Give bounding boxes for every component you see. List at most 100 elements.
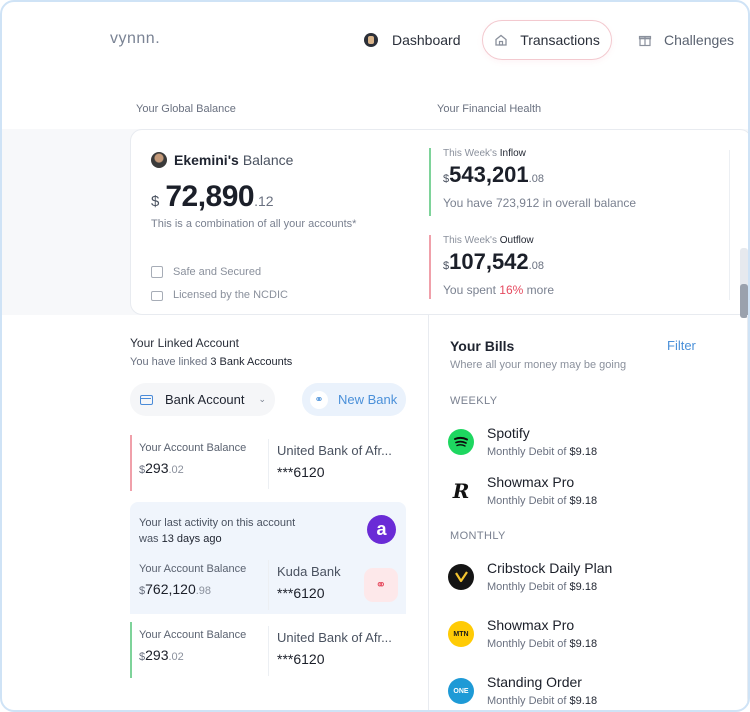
bill-sub: Monthly Debit of $9.18: [487, 446, 598, 458]
licensed-label: Licensed by the NCDIC: [173, 288, 288, 301]
inflow-label: This Week's Inflow: [443, 148, 526, 159]
bill-name: Standing Order: [487, 674, 582, 690]
brand-logo[interactable]: vynnn.: [110, 30, 161, 47]
linked-account-title: Your Linked Account: [130, 336, 239, 350]
outflow-amount: $107,542.08: [443, 249, 544, 274]
financial-health-heading: Your Financial Health: [437, 103, 542, 115]
account-number: ***6120: [277, 464, 325, 480]
bank-name: Kuda Bank: [277, 564, 341, 579]
divider: [268, 439, 269, 489]
bank-logo-icon: a: [367, 515, 396, 544]
bill-name: Spotify: [487, 425, 530, 441]
bill-item[interactable]: R Showmax Pro Monthly Debit of $9.18: [448, 474, 698, 514]
account-balance-label: Your Account Balance: [139, 563, 247, 575]
new-bank-button[interactable]: ⚭ New Bank: [302, 383, 406, 416]
outflow-block: This Week's Outflow $107,542.08 You spen…: [429, 235, 719, 305]
bank-name: United Bank of Afr...: [277, 443, 392, 458]
column-divider: [428, 315, 429, 710]
avatar: [151, 152, 167, 168]
lock-icon: [151, 291, 163, 301]
outflow-sub: You spent 16% more: [443, 283, 555, 297]
account-number: ***6120: [277, 585, 325, 601]
inflow-sub: You have 723,912 in overall balance: [443, 196, 637, 210]
gift-icon: [638, 35, 652, 47]
inflow-block: This Week's Inflow $543,201.08 You have …: [429, 148, 719, 218]
linked-account-sub: You have linked 3 Bank Accounts: [130, 356, 293, 368]
bank-account-select[interactable]: Bank Account ⌄: [130, 383, 275, 416]
global-balance-amount: $ 72,890 .12: [151, 180, 274, 214]
bill-name: Cribstock Daily Plan: [487, 560, 613, 576]
nav-transactions-label: Transactions: [520, 32, 600, 48]
cribstock-icon: [448, 564, 474, 590]
bills-subtitle: Where all your money may be going: [450, 359, 627, 371]
nav-dashboard-label: Dashboard: [392, 32, 461, 48]
account-balance: $293.02: [139, 647, 184, 663]
account-balance-label: Your Account Balance: [139, 442, 247, 454]
divider: [268, 560, 269, 610]
bill-item[interactable]: MTN Showmax Pro Monthly Debit of $9.18: [448, 617, 698, 657]
bill-sub: Monthly Debit of $9.18: [487, 695, 598, 707]
scrollbar-thumb[interactable]: [740, 284, 748, 318]
filter-button[interactable]: Filter: [667, 338, 696, 353]
nav-transactions[interactable]: Transactions: [482, 20, 612, 60]
showmax-icon: R: [448, 478, 474, 504]
mtn-icon: MTN: [448, 621, 474, 647]
bill-sub: Monthly Debit of $9.18: [487, 638, 598, 650]
bill-item[interactable]: Cribstock Daily Plan Monthly Debit of $9…: [448, 560, 698, 600]
account-indicator: [130, 622, 132, 678]
balance-owner: Ekemini's Balance: [151, 152, 293, 168]
spotify-icon: [448, 429, 474, 455]
bank-account-select-label: Bank Account: [165, 392, 245, 407]
card-icon: [140, 394, 153, 405]
account-card[interactable]: Your Account Balance $762,120.98 Kuda Ba…: [130, 556, 406, 614]
chip-icon: [151, 266, 163, 278]
account-number: ***6120: [277, 651, 325, 667]
nav-dashboard[interactable]: Dashboard: [364, 20, 461, 60]
account-balance: $762,120.98: [139, 581, 212, 597]
chevron-down-icon: ⌄: [258, 394, 267, 404]
nav-challenges[interactable]: Challenges: [638, 20, 734, 60]
scrollbar[interactable]: [740, 248, 748, 318]
activity-banner: Your last activity on this account was 13…: [130, 502, 406, 557]
dashboard-avatar-icon: [364, 33, 378, 47]
safe-label: Safe and Secured: [173, 266, 262, 278]
activity-text: Your last activity on this account was 13…: [139, 517, 296, 545]
bill-name: Showmax Pro: [487, 617, 575, 633]
licensed: Licensed by the NCDIC: [151, 288, 288, 301]
nav-challenges-label: Challenges: [664, 32, 735, 48]
monthly-heading: MONTHLY: [450, 530, 506, 542]
account-card[interactable]: Your Account Balance $293.02 United Bank…: [130, 435, 406, 493]
account-balance: $293.02: [139, 460, 184, 476]
global-balance-heading: Your Global Balance: [136, 103, 236, 115]
balance-card: Ekemini's Balance $ 72,890 .12 This is a…: [130, 129, 748, 318]
balance-integer: 72,890: [165, 180, 255, 213]
bills-title: Your Bills: [450, 338, 515, 354]
bill-item[interactable]: ONE Standing Order Monthly Debit of $9.1…: [448, 674, 698, 710]
column-divider: [747, 315, 748, 710]
bank-name: United Bank of Afr...: [277, 630, 392, 645]
link-icon: ⚭: [310, 390, 328, 409]
account-balance-label: Your Account Balance: [139, 629, 247, 641]
account-card[interactable]: Your Account Balance $293.02 United Bank…: [130, 622, 406, 680]
weekly-heading: WEEKLY: [450, 395, 498, 407]
inflow-indicator: [429, 148, 431, 216]
divider: [268, 626, 269, 676]
balance-decimal: .12: [254, 193, 274, 209]
new-bank-label: New Bank: [338, 392, 398, 407]
standing-order-icon: ONE: [448, 678, 474, 704]
account-indicator: [130, 435, 132, 491]
owner-balance-label: Balance: [242, 152, 294, 168]
outflow-indicator: [429, 235, 431, 299]
bill-sub: Monthly Debit of $9.18: [487, 495, 598, 507]
inflow-amount: $543,201.08: [443, 162, 544, 187]
bill-item[interactable]: Spotify Monthly Debit of $9.18: [448, 425, 698, 465]
outflow-label: This Week's Outflow: [443, 235, 534, 246]
owner-name: Ekemini's: [174, 152, 239, 168]
safe-secured: Safe and Secured: [151, 266, 261, 278]
bill-name: Showmax Pro: [487, 474, 575, 490]
next-panel-edge: [729, 150, 748, 318]
bill-sub: Monthly Debit of $9.18: [487, 581, 598, 593]
balance-note: This is a combination of all your accoun…: [151, 218, 357, 230]
unlink-icon[interactable]: ⚭: [364, 568, 398, 602]
